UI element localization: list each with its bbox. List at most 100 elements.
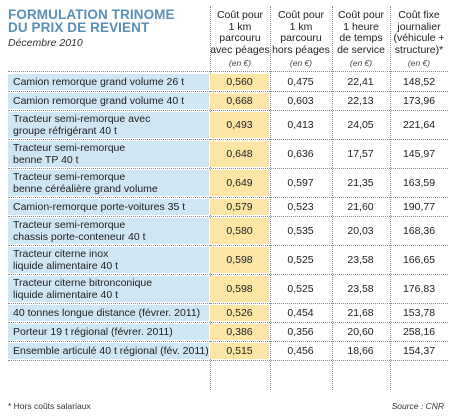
column-header-line: parcouru (219, 32, 261, 44)
row-label-line: liquide alimentaire 40 t (13, 289, 119, 301)
table-title: FORMULATION TRINOME DU PRIX DE REVIENT (8, 8, 175, 35)
value-cell: 166,65 (402, 254, 436, 266)
column-header: Coût pour 1 km parcouru avec péages (210, 9, 270, 56)
table-row: Camion remorque grand volume 40 t 0,668 0,… (8, 93, 448, 109)
row-label: Porteur 19 t régional (févrer. 2011) (8, 324, 209, 340)
column-header-line: structure)* (394, 43, 444, 56)
value-cell: 23,58 (347, 254, 374, 266)
value-cell: 0,560 (210, 74, 269, 90)
column-separator (332, 6, 333, 390)
row-label-line: Tracteur citerne bitronconique (13, 276, 153, 289)
value-cell: 0,515 (210, 343, 269, 359)
value-cell: 21,60 (347, 201, 374, 213)
value-cell: 21,35 (347, 177, 374, 189)
row-divider (8, 245, 448, 246)
value-cell: 0,526 (210, 305, 269, 321)
value-cell: 0,413 (287, 119, 314, 131)
value-cell: 258,16 (402, 326, 436, 338)
table-row: Ensemble articulé 40 t régional (fév. 20… (8, 343, 448, 359)
row-label: 40 tonnes longue distance (févrer. 2011) (8, 305, 209, 321)
row-divider (8, 216, 448, 217)
row-divider (8, 274, 448, 275)
column-header-line: de temps (339, 32, 383, 44)
table-row: Porteur 19 t régional (févrer. 2011) 0,38… (8, 324, 448, 340)
source-credit: Source : CNR (391, 401, 444, 411)
table-subtitle: Décembre 2010 (8, 37, 83, 49)
row-label-line: Tracteur semi-remorque (13, 170, 126, 183)
column-unit: (en €) (228, 58, 252, 68)
column-header: Coût fixe journalier (véhicule + structu… (390, 9, 448, 56)
value-cell: 154,37 (402, 345, 436, 357)
value-cell: 148,52 (402, 76, 436, 88)
column-header-line: Coût pour (337, 9, 385, 21)
row-label: Tracteur semi-remorque benne TP 40 t (8, 141, 209, 167)
footnote: * Hors coûts salariaux (8, 401, 91, 411)
value-cell: 0,454 (287, 307, 314, 319)
column-header-line: 1 km (228, 20, 252, 33)
row-divider (8, 322, 448, 323)
row-label-line: Camion remorque grand volume 40 t (13, 94, 185, 107)
value-cell: 173,96 (402, 95, 436, 107)
value-cell: 176,83 (402, 283, 436, 295)
value-cell: 0,456 (287, 345, 314, 357)
row-divider (8, 197, 448, 198)
column-separator (270, 6, 271, 390)
row-label-line: Porteur 19 t régional (févrer. 2011) (13, 325, 173, 338)
row-label: Tracteur semi-remorque avec groupe réfrig… (8, 112, 209, 138)
table-row: 40 tonnes longue distance (févrer. 2011)… (8, 305, 448, 321)
value-cell: 18,66 (347, 345, 374, 357)
value-cell: 0,597 (287, 177, 314, 189)
value-cell: 0,525 (287, 254, 314, 266)
table-row: Camion-remorque porte-voitures 35 t 0,579… (8, 199, 448, 215)
column-header-line: avec péages (210, 43, 270, 56)
value-cell: 0,668 (210, 93, 269, 109)
value-cell: 22,13 (347, 95, 374, 107)
column-unit: (en €) (289, 58, 313, 68)
value-cell: 20,03 (347, 225, 374, 237)
column-header-line: de service (337, 43, 385, 56)
row-label-line: Tracteur semi-remorque (13, 141, 126, 154)
row-label-line: liquide alimentaire 40 t (13, 260, 119, 272)
column-unit: (en €) (407, 58, 431, 68)
table-row: Tracteur citerne inox liquide alimentaire… (8, 247, 448, 273)
value-cell: 22,41 (347, 76, 374, 88)
column-separator (390, 6, 391, 390)
column-header: Coût pour 1 heure de temps de service (332, 9, 390, 56)
row-divider (8, 341, 448, 342)
row-label-line: Tracteur semi-remorque (13, 218, 126, 231)
column-header-line: 1 heure (343, 20, 379, 33)
title-line: DU PRIX DE REVIENT (8, 20, 150, 35)
row-label: Tracteur citerne inox liquide alimentaire… (8, 247, 209, 273)
row-label-line: Tracteur semi-remorque avec (13, 112, 151, 125)
row-label-line: 40 tonnes longue distance (févrer. 2011) (13, 306, 201, 319)
value-cell: 0,603 (287, 95, 314, 107)
row-label-line: Camion remorque grand volume 26 t (13, 75, 185, 88)
table-row: Tracteur semi-remorque avec groupe réfrig… (8, 112, 448, 138)
row-label: Tracteur citerne bitronconique liquide al… (8, 276, 209, 302)
value-cell: 0,535 (287, 225, 314, 237)
column-header: Coût pour 1 km parcouru hors péages (270, 9, 332, 56)
column-header-line: Coût fixe (398, 9, 440, 21)
column-header-line: Coût pour (277, 9, 325, 21)
value-cell: 168,36 (402, 225, 436, 237)
table-row: Tracteur citerne bitronconique liquide al… (8, 276, 448, 302)
value-cell: 21,68 (347, 307, 374, 319)
row-label: Camion remorque grand volume 26 t (8, 74, 209, 90)
value-cell: 0,523 (287, 201, 314, 213)
row-label-line: Ensemble articulé 40 t régional (fév. 20… (13, 344, 209, 357)
row-divider (8, 303, 448, 304)
table-row: Tracteur semi-remorque benne TP 40 t 0,648… (8, 141, 448, 167)
value-cell: 153,78 (402, 307, 436, 319)
value-cell: 0,475 (287, 76, 314, 88)
value-cell: 0,356 (287, 326, 314, 338)
value-cell: 24,05 (347, 119, 374, 131)
row-divider (8, 110, 448, 111)
value-cell: 145,97 (402, 148, 436, 160)
value-cell: 17,57 (347, 148, 374, 160)
column-header-line: (véhicule + (393, 32, 445, 44)
row-label-line: groupe réfrigérant 40 t (13, 125, 117, 137)
row-divider (8, 168, 448, 169)
value-cell: 20,60 (347, 326, 374, 338)
value-cell: 0,525 (287, 283, 314, 295)
value-cell: 221,64 (402, 119, 436, 131)
